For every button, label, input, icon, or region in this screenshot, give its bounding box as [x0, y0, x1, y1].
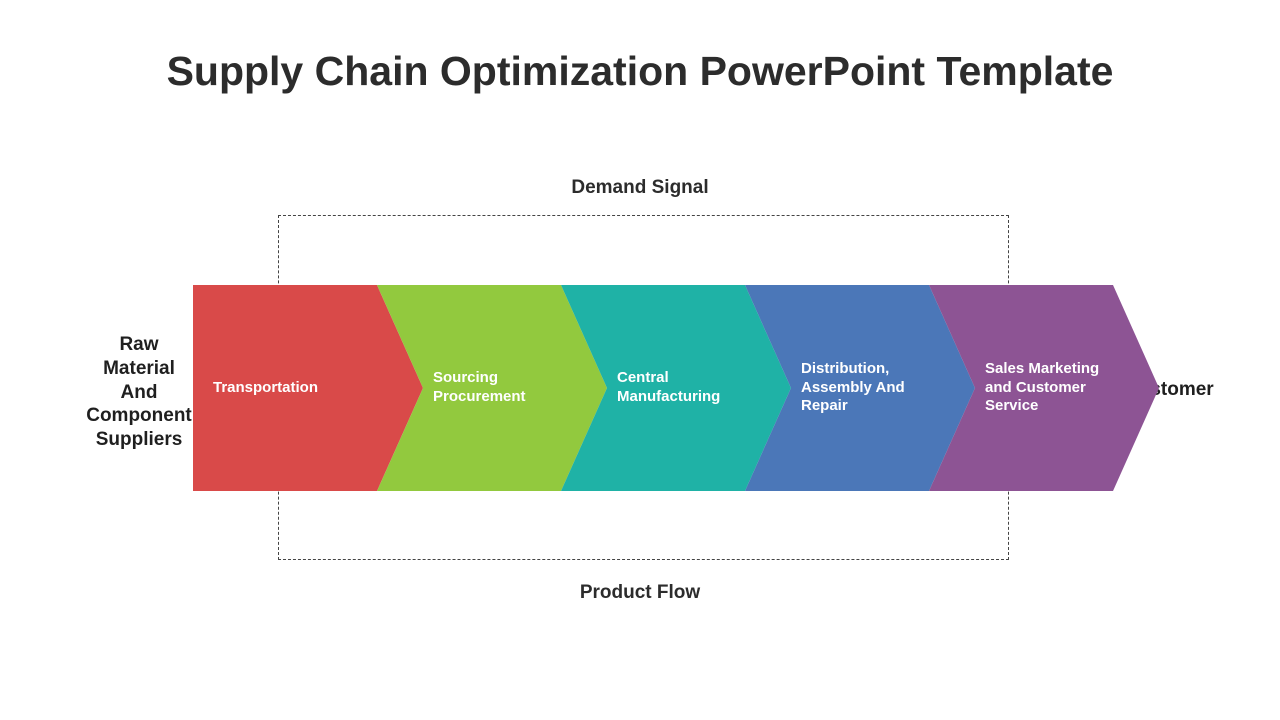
chevron-stage: Sales Marketing and Customer Service: [929, 285, 1159, 491]
slide-title: Supply Chain Optimization PowerPoint Tem…: [0, 48, 1280, 95]
chevron-label: Distribution, Assembly And Repair: [801, 285, 923, 491]
raw-material-label: Raw Material And Component Suppliers: [84, 333, 194, 452]
demand-signal-label: Demand Signal: [0, 177, 1280, 199]
slide: Supply Chain Optimization PowerPoint Tem…: [0, 0, 1280, 720]
chevron-label: Transportation: [213, 285, 371, 491]
product-flow-label: Product Flow: [0, 582, 1280, 604]
chevron-label: Sourcing Procurement: [433, 285, 555, 491]
chevron-label: Sales Marketing and Customer Service: [985, 285, 1107, 491]
chevron-strip: Transportation Sourcing Procurement Centra…: [193, 285, 1113, 491]
chevron-label: Central Manufacturing: [617, 285, 739, 491]
